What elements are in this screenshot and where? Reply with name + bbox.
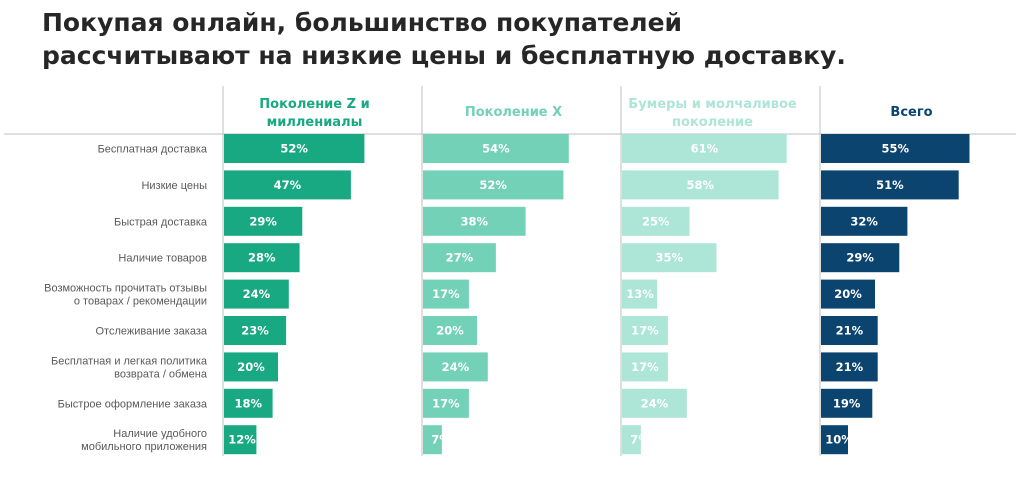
value-label-s1-c3: 29% bbox=[249, 214, 277, 228]
bar-s1-c6 bbox=[224, 316, 287, 345]
value-label-s2-c2: 52% bbox=[479, 178, 507, 192]
bar-s2-c2 bbox=[423, 170, 564, 200]
bar-s2-c7 bbox=[423, 352, 488, 382]
bar-s1-c2 bbox=[224, 170, 351, 200]
bar-s2-c9 bbox=[423, 425, 442, 455]
bar-s3-c9 bbox=[622, 425, 641, 455]
value-label-s2-c9: 7% bbox=[431, 433, 451, 447]
category-label-9-line-1: Наличие удобного bbox=[113, 428, 207, 440]
chart-title-line-1: Покупая онлайн, большинство покупателей bbox=[42, 8, 683, 37]
bar-s1-c4 bbox=[224, 243, 300, 273]
value-label-s2-c5: 17% bbox=[432, 287, 460, 301]
category-label-5-line-1: Возможность прочитать отзывы bbox=[44, 283, 207, 295]
bar-s1-c5 bbox=[224, 279, 289, 309]
value-label-s1-c2: 47% bbox=[274, 178, 302, 192]
bar-s4-c3 bbox=[821, 206, 908, 236]
bar-s3-c1 bbox=[622, 134, 787, 163]
bar-s4-c2 bbox=[821, 170, 959, 200]
value-label-s3-c1: 61% bbox=[691, 142, 719, 156]
value-label-s2-c4: 27% bbox=[446, 251, 474, 265]
bar-s3-c8 bbox=[622, 388, 687, 418]
chart-title: Покупая онлайн, большинство покупателей … bbox=[42, 6, 942, 72]
category-label-7-line-1: Бесплатная и легкая политика bbox=[51, 355, 208, 367]
value-label-s4-c2: 51% bbox=[876, 178, 904, 192]
category-label-4: Наличие товаров bbox=[118, 253, 207, 265]
bar-s1-c8 bbox=[224, 388, 273, 418]
bar-s2-c8 bbox=[423, 388, 469, 418]
value-label-s1-c5: 24% bbox=[243, 287, 271, 301]
bar-s1-c3 bbox=[224, 206, 303, 236]
bar-s4-c6 bbox=[821, 316, 878, 345]
bar-s3-c4 bbox=[622, 243, 717, 273]
bar-s3-c7 bbox=[622, 352, 668, 382]
value-label-s3-c9: 7% bbox=[630, 433, 650, 447]
category-label-7-line-2: возврата / обмена bbox=[114, 368, 208, 380]
value-label-s1-c1: 52% bbox=[280, 142, 308, 156]
bar-s1-c9 bbox=[224, 425, 257, 455]
value-label-s2-c7: 24% bbox=[442, 360, 470, 374]
value-label-s4-c6: 21% bbox=[836, 324, 864, 338]
bar-s4-c9 bbox=[821, 425, 848, 455]
value-label-s1-c7: 20% bbox=[237, 360, 265, 374]
value-label-s4-c9: 10% bbox=[825, 433, 853, 447]
bar-s4-c8 bbox=[821, 388, 873, 418]
value-label-s4-c5: 20% bbox=[834, 287, 862, 301]
chart-title-line-2: рассчитывают на низкие цены и бесплатную… bbox=[42, 41, 846, 70]
bar-s4-c1 bbox=[821, 134, 970, 163]
category-label-9-line-2: мобильного приложения bbox=[81, 441, 207, 453]
value-label-s3-c8: 24% bbox=[641, 396, 669, 410]
bar-s3-c5 bbox=[622, 279, 658, 309]
value-label-s1-c6: 23% bbox=[241, 324, 269, 338]
bar-s3-c6 bbox=[622, 316, 668, 345]
series-header-2: Поколение X bbox=[465, 105, 562, 120]
value-label-s3-c3: 25% bbox=[642, 214, 670, 228]
series-header-3-line-1: Бумеры и молчаливое bbox=[628, 97, 797, 112]
bar-s4-c4 bbox=[821, 243, 900, 273]
category-label-2: Низкие цены bbox=[141, 180, 207, 192]
value-label-s4-c8: 19% bbox=[833, 396, 861, 410]
value-label-s3-c6: 17% bbox=[631, 324, 659, 338]
bar-s1-c7 bbox=[224, 352, 278, 382]
value-label-s3-c7: 17% bbox=[631, 360, 659, 374]
bar-s2-c3 bbox=[423, 206, 526, 236]
value-label-s3-c5: 13% bbox=[626, 287, 654, 301]
category-label-1: Бесплатная доставка bbox=[98, 144, 208, 156]
value-label-s4-c1: 55% bbox=[881, 142, 909, 156]
category-label-8: Быстрое оформление заказа bbox=[58, 398, 208, 410]
bar-s4-c5 bbox=[821, 279, 875, 309]
bar-s3-c2 bbox=[622, 170, 779, 200]
value-label-s2-c1: 54% bbox=[482, 142, 510, 156]
value-label-s1-c8: 18% bbox=[235, 396, 263, 410]
bar-s2-c1 bbox=[423, 134, 569, 163]
category-label-6: Отслеживание заказа bbox=[96, 326, 208, 338]
category-label-5-line-2: о товарах / рекомендации bbox=[74, 296, 207, 308]
bar-s2-c6 bbox=[423, 316, 477, 345]
series-header-3-line-2: поколение bbox=[672, 115, 753, 130]
value-label-s3-c2: 58% bbox=[687, 178, 715, 192]
value-label-s4-c3: 32% bbox=[850, 214, 878, 228]
category-label-3: Быстрая доставка bbox=[114, 216, 208, 228]
value-label-s1-c4: 28% bbox=[248, 251, 276, 265]
bar-s1-c1 bbox=[224, 134, 365, 163]
value-label-s2-c6: 20% bbox=[436, 324, 464, 338]
bar-s4-c7 bbox=[821, 352, 878, 382]
series-header-1-line-2: миллениалы bbox=[267, 115, 363, 130]
series-header-4: Всего bbox=[890, 105, 932, 120]
bar-s3-c3 bbox=[622, 206, 690, 236]
value-label-s3-c4: 35% bbox=[655, 251, 683, 265]
series-header-1-line-1: Поколение Z и bbox=[259, 97, 369, 112]
value-label-s1-c9: 12% bbox=[228, 433, 256, 447]
bar-s2-c5 bbox=[423, 279, 469, 309]
value-label-s2-c8: 17% bbox=[432, 396, 460, 410]
value-label-s2-c3: 38% bbox=[461, 214, 489, 228]
bar-s2-c4 bbox=[423, 243, 496, 273]
value-label-s4-c7: 21% bbox=[836, 360, 864, 374]
value-label-s4-c4: 29% bbox=[846, 251, 874, 265]
